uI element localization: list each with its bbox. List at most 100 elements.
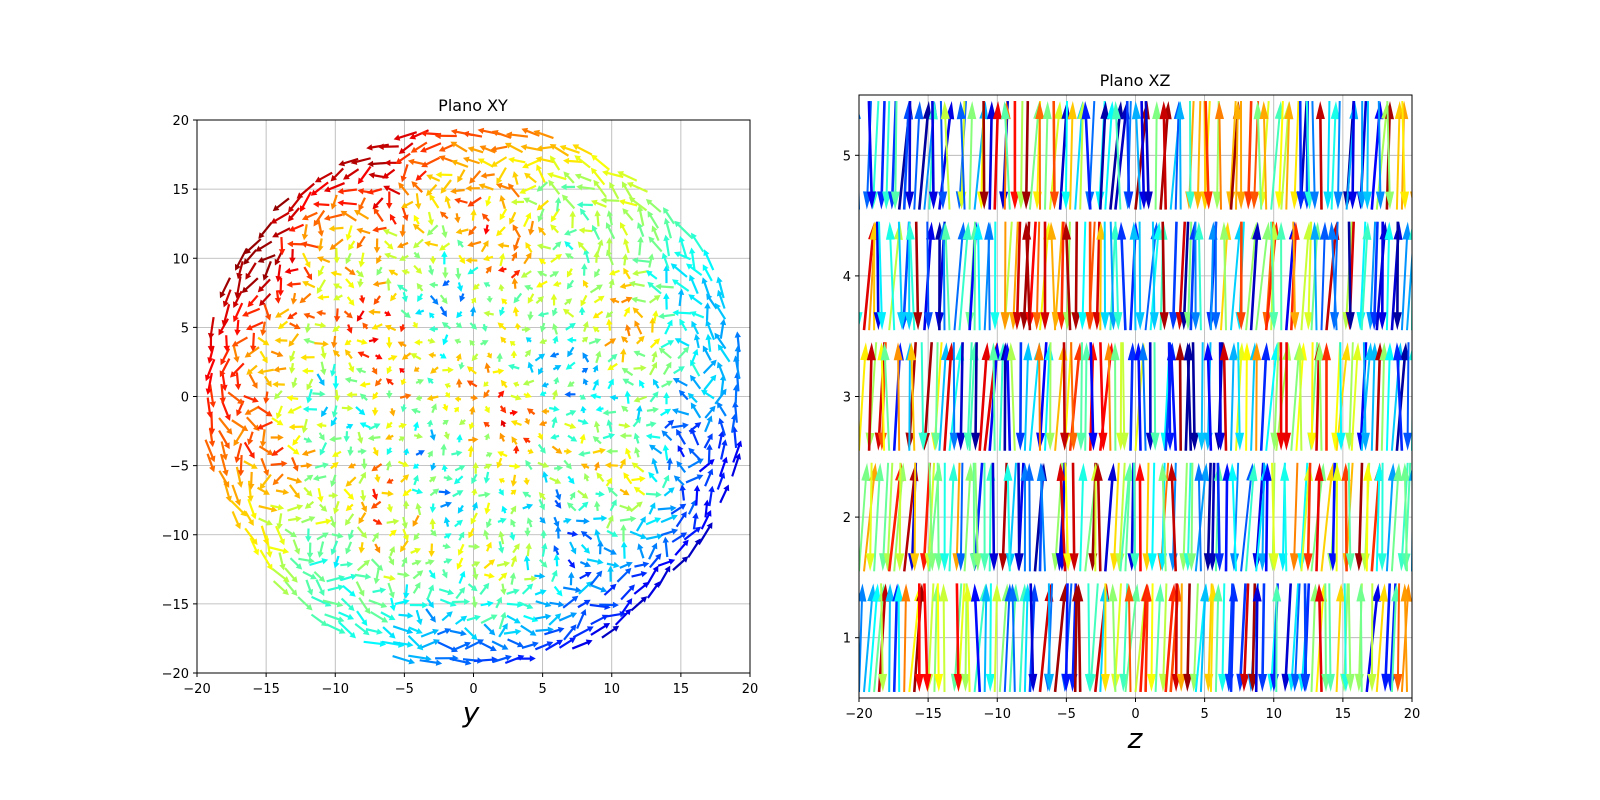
plot-xy-arrow: [592, 326, 600, 333]
plot-xy-arrow: [323, 213, 343, 221]
plot-xy-arrow: [549, 405, 560, 412]
plot-xy-arrow: [500, 379, 508, 389]
plot-xy-arrow: [524, 418, 530, 425]
plot-xz-arrow: [1069, 462, 1079, 572]
plot-xy-arrow: [619, 504, 633, 512]
plot-xy-arrow: [333, 555, 340, 569]
plot-xz-x-tick-label: −20: [845, 707, 872, 722]
plot-xy-arrow: [415, 308, 425, 315]
plot-xy-arrow: [506, 614, 521, 624]
plot-xy-arrow: [636, 516, 646, 532]
plot-xy-arrow: [394, 598, 410, 606]
plot-xy-arrow: [731, 453, 741, 477]
plot-xz-arrow: [1053, 583, 1069, 693]
plot-xy-x-tick-label: −5: [395, 682, 414, 697]
plot-xz-arrow: [868, 583, 881, 693]
plot-xz-arrow: [1099, 101, 1110, 210]
plot-xy-arrow: [631, 571, 648, 578]
plot-xy-arrow: [412, 474, 419, 486]
plot-xy-arrow: [372, 280, 387, 287]
plot-xy-arrow: [371, 407, 379, 417]
plot-xz-arrow: [1175, 101, 1185, 210]
plot-xy-arrow: [670, 263, 688, 278]
plot-xy-arrow: [207, 317, 215, 340]
plot-xy-arrow: [430, 529, 437, 537]
plot-xy-arrow: [590, 623, 611, 636]
plot-xy-arrow: [700, 510, 712, 530]
plot-xy-arrow: [373, 207, 384, 223]
plot-xy-arrow: [444, 382, 451, 389]
plot-xy-arrow: [623, 267, 631, 280]
plot-xz-arrow: [1158, 462, 1168, 572]
plot-xy-arrow: [314, 322, 327, 329]
plot-xy-arrow: [671, 422, 689, 429]
plot-xy-arrow: [539, 516, 546, 524]
plot-xy-arrow: [408, 654, 432, 662]
plot-xy-arrow: [606, 448, 618, 455]
plot-xy-arrow: [262, 261, 272, 281]
plot-xz-arrow: [1032, 221, 1042, 331]
plot-xy-arrow: [345, 252, 352, 265]
plot-xz-arrow: [1093, 462, 1103, 572]
plot-xz-arrow: [1167, 462, 1177, 572]
plot-xy-arrow: [676, 460, 687, 473]
plot-xy-arrow: [286, 281, 301, 288]
plot-xz-arrow: [1370, 462, 1384, 572]
plot-xy-arrow: [276, 513, 283, 530]
plot-xy-arrow: [523, 477, 530, 486]
plot-xy-arrow: [401, 516, 408, 529]
plot-xy-arrow: [397, 284, 408, 292]
plot-xy-arrow: [399, 368, 405, 374]
plot-xz-arrow: [1240, 583, 1250, 692]
plot-xy-arrow: [593, 420, 601, 433]
plot-xy-arrow: [350, 157, 371, 165]
plot-xy-arrow: [484, 362, 491, 373]
plot-xy-arrow: [537, 443, 546, 454]
plot-xy-arrow: [456, 557, 464, 570]
plot-xz-arrow: [894, 583, 904, 692]
plot-xz-arrow: [1129, 221, 1139, 331]
plot-xy-arrow: [672, 556, 689, 571]
plot-xy-arrow: [703, 249, 715, 271]
plot-xz-arrow: [1104, 342, 1114, 451]
plot-xy-arrow: [510, 394, 522, 401]
plot-xz-arrow: [1314, 342, 1324, 451]
plot-xy-arrow: [429, 312, 435, 319]
plot-xz-arrow: [1173, 101, 1183, 210]
plot-xz-arrow: [1280, 462, 1290, 572]
plot-xy-arrow: [521, 583, 534, 595]
plot-xy-arrow: [676, 428, 686, 445]
plot-xy-arrow: [734, 331, 741, 353]
plot-xy-arrow: [400, 540, 409, 553]
plot-xy-arrow: [440, 443, 447, 456]
plot-xy-arrow: [333, 283, 343, 290]
plot-xy-arrow: [373, 295, 381, 305]
plot-xy-arrow: [537, 208, 545, 223]
plot-xy-arrow: [596, 239, 604, 255]
plot-xy-arrow: [501, 505, 508, 514]
plot-xy-arrow: [208, 427, 216, 448]
plot-xy-arrow: [356, 610, 368, 626]
plot-xz-arrow: [1360, 221, 1372, 331]
plot-xy-arrow: [429, 518, 436, 530]
plot-xz-arrow: [1208, 221, 1218, 331]
plot-xz-arrow: [1341, 462, 1351, 572]
plot-xy-arrow: [603, 583, 617, 596]
plot-xy-arrow: [674, 220, 693, 239]
plot-xy-arrow: [400, 378, 407, 386]
plot-xy-arrow: [478, 491, 491, 498]
plot-xy-arrow: [522, 491, 532, 498]
plot-xz-arrow: [985, 583, 995, 692]
plot-xy-arrow: [444, 391, 450, 398]
plot-xy-arrow: [512, 543, 520, 554]
plot-xy-arrow: [441, 225, 448, 239]
plot-xy-arrow: [578, 227, 593, 234]
plot-xy-arrow: [288, 333, 300, 347]
plot-xy-arrow: [655, 283, 674, 290]
plot-xy-arrow: [413, 238, 424, 249]
plot-xz-arrow: [1152, 101, 1162, 210]
plot-xy-arrow: [221, 373, 228, 392]
plot-xz-arrow: [1024, 462, 1034, 572]
plot-xy-arrow: [470, 512, 478, 525]
